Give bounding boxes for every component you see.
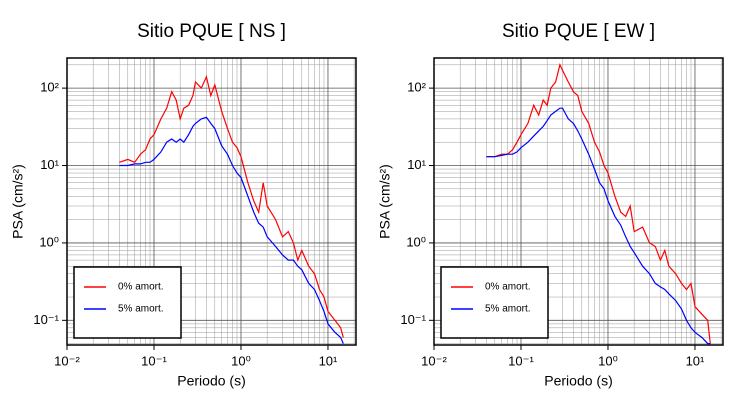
y-tick-label: 10⁰	[406, 234, 426, 249]
x-tick-label: 10⁰	[598, 353, 618, 368]
data-line	[119, 74, 344, 338]
x-tick-label: 10⁰	[231, 353, 251, 368]
x-tick-label: 10⁻²	[54, 353, 80, 368]
legend-label: 0% amort.	[118, 282, 164, 293]
x-tick-label: 10¹	[686, 353, 705, 368]
legend-box	[73, 266, 182, 339]
x-tick-label: 10⁻¹	[141, 353, 167, 368]
y-tick-label: 10¹	[40, 157, 59, 172]
data-line	[486, 63, 711, 344]
y-tick-label: 10⁻¹	[400, 312, 426, 327]
y-tick-label: 10¹	[407, 157, 426, 172]
data-line	[486, 107, 711, 345]
y-axis-label: PSA (cm/s²)	[10, 164, 26, 239]
legend-label: 5% amort.	[485, 304, 531, 315]
x-tick-label: 10⁻¹	[508, 353, 534, 368]
y-axis-label: PSA (cm/s²)	[377, 164, 393, 239]
chart: Sitio PQUE [ EW ] 10⁻² 10⁻¹ 10⁰ 10¹ 10⁻¹ 10⁰ 10…	[377, 21, 724, 389]
x-axis-label: Periodo (s)	[177, 373, 245, 389]
legend: 0% amort. 5% amort.	[73, 266, 182, 339]
legend-box	[440, 266, 549, 339]
x-tick-label: 10¹	[319, 353, 338, 368]
x-axis-label: Periodo (s)	[544, 373, 612, 389]
y-tick-label: 10⁰	[39, 234, 59, 249]
chart: Sitio PQUE [ NS ] 10⁻² 10⁻¹ 10⁰ 10¹ 10⁻¹ 10⁰ 10…	[10, 21, 357, 389]
data-line	[119, 116, 344, 344]
plot-frame	[433, 57, 724, 346]
chart-title: Sitio PQUE [ NS ]	[137, 21, 286, 42]
legend-label: 5% amort.	[118, 304, 164, 315]
y-tick-label: 10⁻¹	[33, 312, 59, 327]
plot-frame	[66, 57, 357, 346]
legend-label: 0% amort.	[485, 282, 531, 293]
x-tick-label: 10⁻²	[421, 353, 447, 368]
legend: 0% amort. 5% amort.	[440, 266, 549, 339]
y-tick-label: 10²	[40, 80, 59, 95]
y-tick-label: 10²	[407, 80, 426, 95]
chart-title: Sitio PQUE [ EW ]	[502, 21, 655, 42]
